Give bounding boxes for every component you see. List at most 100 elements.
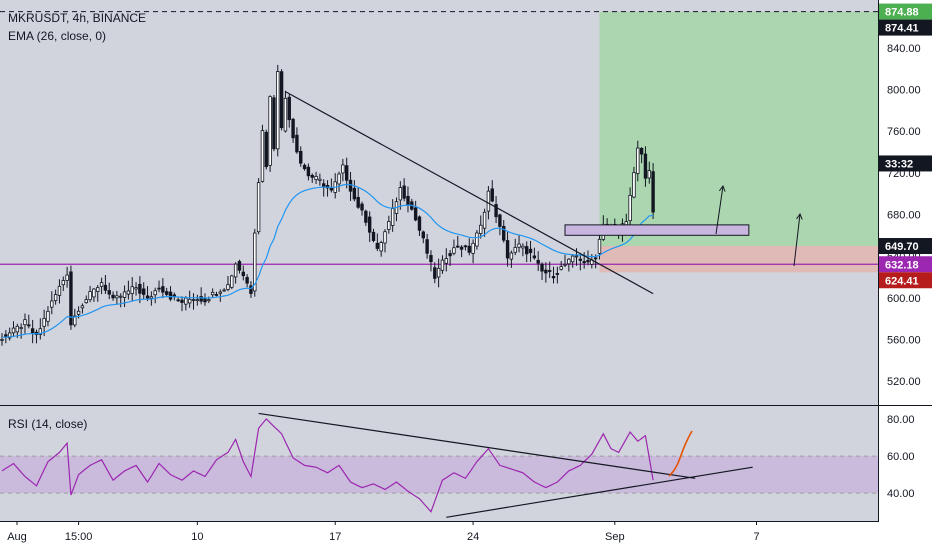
candle-body: [436, 267, 441, 278]
rsi-hook-curve: [668, 430, 693, 477]
candle-body: [551, 276, 556, 279]
candle-body: [260, 130, 265, 182]
candle-body: [161, 286, 165, 293]
candle-body: [329, 187, 334, 191]
candle-body: [80, 305, 85, 309]
price-marker-badge: [879, 238, 932, 255]
rsi-band: [0, 455, 878, 494]
candle-body: [387, 221, 391, 230]
candle-body: [318, 178, 322, 181]
time-tick-label: 10: [191, 531, 203, 543]
candle-body: [574, 255, 579, 258]
candle-body: [540, 263, 544, 272]
price-tick-label: 800.00: [887, 85, 921, 97]
candle-body: [222, 289, 226, 292]
time-tick-label: 17: [329, 531, 341, 543]
candle-body: [371, 231, 376, 241]
candle-body: [302, 164, 307, 170]
candle-body: [444, 258, 448, 264]
arrow-shaft: [793, 213, 801, 267]
candle-body: [413, 207, 418, 221]
candle-body: [279, 71, 284, 129]
candle-body: [134, 287, 138, 290]
arrow-head: [718, 184, 726, 192]
price-marker-badge: [879, 155, 932, 172]
ema-legend[interactable]: EMA (26, close, 0): [8, 29, 106, 43]
candle-body: [253, 232, 257, 292]
candle-body: [421, 231, 425, 239]
candle-body: [448, 253, 452, 257]
candle-body: [463, 245, 468, 248]
price-tick-label: 560.00: [887, 334, 921, 346]
candle-body: [486, 190, 491, 212]
candle-body: [475, 232, 479, 247]
candle-body: [513, 247, 517, 253]
price-marker-badge: [879, 272, 932, 289]
candle-body: [582, 261, 586, 264]
candle-body: [390, 208, 395, 226]
candle-body: [111, 294, 115, 299]
candle-body: [103, 284, 108, 291]
rsi-upper-trendline: [258, 412, 696, 479]
stop-loss-zone: [599, 246, 878, 273]
candle-body: [268, 96, 272, 166]
candle-body: [176, 299, 180, 302]
candle-body: [138, 283, 142, 294]
candle-body: [42, 317, 46, 327]
candle-body: [30, 328, 35, 334]
projection-arrow: [715, 184, 726, 235]
price-tick-label: 760.00: [887, 126, 921, 138]
price-marker-badge: [879, 3, 932, 20]
price-tick-label: 680.00: [887, 209, 921, 221]
candle-body: [256, 182, 261, 233]
candle-body: [586, 259, 590, 263]
candle-body: [241, 271, 245, 277]
candle-body: [528, 248, 533, 254]
candle-body: [122, 291, 127, 298]
candle-body: [502, 225, 506, 241]
rsi-legend[interactable]: RSI (14, close): [8, 417, 87, 431]
candle-body: [203, 298, 207, 303]
arrow-shaft: [715, 185, 724, 235]
price-marker-label: 632.18: [885, 259, 919, 271]
candle-body: [237, 261, 242, 271]
candle-body: [119, 295, 123, 298]
candle-body: [429, 255, 433, 263]
candle-body: [27, 324, 31, 327]
candle-body: [570, 255, 575, 263]
candle-body: [7, 332, 12, 339]
time-tick-labels: Aug 15:00 10 17 24 Sep 7: [7, 521, 760, 543]
candle-body: [536, 259, 540, 264]
candle-body: [191, 299, 196, 301]
candle-body: [322, 183, 326, 188]
time-axis[interactable]: [0, 522, 932, 550]
candle-body: [402, 185, 406, 199]
candle-body: [563, 263, 567, 266]
time-tick-label: 7: [753, 531, 759, 543]
demand-box: [564, 224, 750, 236]
candle-body: [375, 242, 380, 249]
candle-body: [195, 299, 200, 302]
candle-body: [494, 204, 498, 218]
candle-body: [153, 290, 157, 296]
candle-body: [367, 216, 372, 233]
candle-body: [482, 211, 487, 229]
candle-body: [46, 310, 50, 322]
candle-body: [593, 257, 598, 260]
candle-body: [521, 245, 525, 249]
candle-body: [15, 325, 20, 333]
candle-body: [76, 310, 81, 315]
candle-body: [509, 252, 514, 260]
candle-body: [249, 285, 253, 294]
candle-body: [23, 319, 27, 326]
candle-body: [337, 173, 341, 185]
price-marker-badge: [879, 19, 932, 36]
time-tick-label: 24: [467, 531, 479, 543]
drawings[interactable]: [258, 91, 803, 518]
candle-body: [96, 287, 100, 292]
candle-body: [459, 246, 464, 250]
candle-body: [38, 328, 42, 335]
candle-body: [348, 179, 353, 192]
